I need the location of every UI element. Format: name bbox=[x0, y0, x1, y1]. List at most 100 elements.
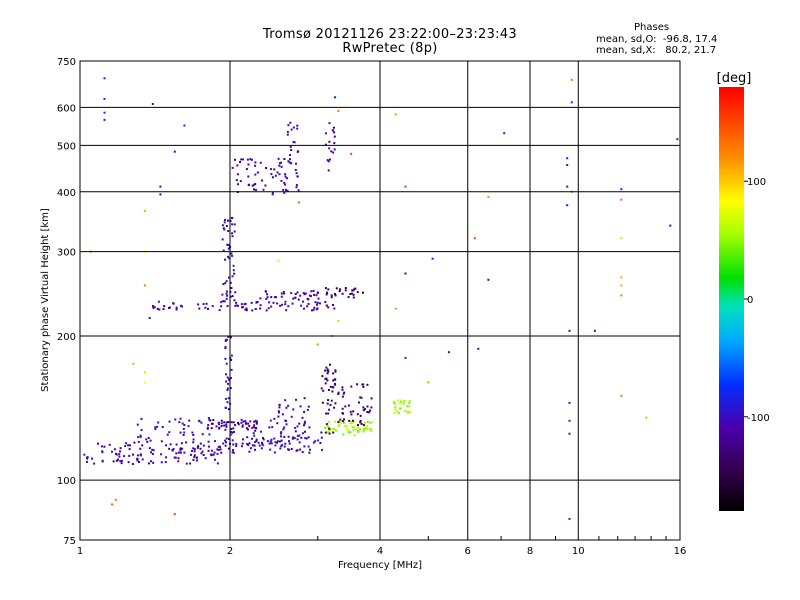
data-point bbox=[200, 452, 203, 455]
data-point bbox=[111, 450, 113, 453]
data-point bbox=[295, 186, 298, 189]
data-point bbox=[404, 272, 407, 275]
data-point bbox=[296, 175, 299, 178]
data-point bbox=[313, 306, 316, 309]
data-point bbox=[152, 306, 155, 309]
data-point bbox=[236, 164, 239, 167]
data-point bbox=[283, 182, 286, 184]
data-point bbox=[306, 305, 309, 308]
data-point bbox=[315, 294, 318, 297]
data-point bbox=[150, 451, 152, 454]
data-point bbox=[232, 443, 235, 446]
phase-stats-header: Phases bbox=[634, 22, 670, 33]
data-point bbox=[227, 230, 230, 232]
data-point bbox=[345, 428, 348, 431]
data-point bbox=[295, 184, 298, 187]
data-point bbox=[620, 188, 623, 191]
data-point bbox=[173, 150, 176, 153]
data-point bbox=[227, 244, 230, 247]
data-point bbox=[231, 275, 234, 278]
data-point bbox=[237, 422, 239, 424]
data-point bbox=[200, 421, 203, 424]
data-point bbox=[114, 448, 117, 451]
data-point bbox=[224, 218, 226, 221]
data-point bbox=[148, 447, 151, 450]
data-point bbox=[333, 142, 336, 145]
data-point bbox=[191, 431, 194, 434]
data-point bbox=[274, 441, 277, 444]
data-point bbox=[283, 292, 286, 295]
data-point bbox=[141, 458, 144, 461]
data-point bbox=[324, 301, 327, 303]
data-point bbox=[294, 293, 297, 295]
data-point bbox=[353, 426, 356, 429]
data-point bbox=[222, 249, 225, 252]
data-point bbox=[290, 415, 293, 418]
data-point bbox=[304, 437, 307, 440]
data-point bbox=[311, 309, 313, 312]
data-point bbox=[568, 401, 571, 404]
data-point bbox=[274, 174, 277, 177]
data-point bbox=[241, 425, 244, 428]
data-point bbox=[225, 362, 228, 365]
data-point bbox=[286, 130, 289, 133]
data-point bbox=[225, 421, 228, 424]
data-point bbox=[332, 151, 335, 154]
data-point bbox=[293, 141, 296, 144]
data-point bbox=[161, 426, 164, 428]
data-point bbox=[362, 409, 365, 412]
data-point bbox=[294, 169, 297, 171]
data-point bbox=[220, 419, 223, 422]
data-point bbox=[153, 306, 156, 309]
data-point bbox=[339, 288, 342, 291]
data-point bbox=[302, 300, 304, 303]
data-point bbox=[227, 382, 230, 385]
data-point bbox=[288, 442, 291, 445]
data-point bbox=[341, 386, 344, 389]
data-point bbox=[286, 189, 289, 192]
data-point bbox=[333, 307, 336, 310]
data-point bbox=[254, 164, 256, 167]
data-point bbox=[262, 188, 265, 191]
data-point bbox=[327, 306, 330, 309]
data-point bbox=[139, 447, 142, 450]
data-point bbox=[303, 422, 306, 425]
data-point bbox=[245, 168, 248, 170]
data-point bbox=[192, 458, 195, 461]
data-point bbox=[246, 436, 249, 439]
data-point bbox=[140, 417, 143, 420]
data-point bbox=[290, 149, 293, 151]
data-point bbox=[283, 158, 286, 160]
data-point bbox=[226, 305, 229, 307]
data-point bbox=[244, 302, 247, 305]
data-point bbox=[83, 453, 86, 456]
data-point bbox=[267, 307, 270, 310]
data-point bbox=[394, 113, 397, 116]
data-point bbox=[408, 400, 411, 402]
data-point bbox=[255, 438, 258, 441]
data-point bbox=[296, 434, 299, 437]
data-point bbox=[165, 444, 168, 447]
data-point bbox=[177, 460, 180, 463]
data-point bbox=[137, 440, 140, 443]
data-point bbox=[327, 288, 330, 291]
data-point bbox=[363, 428, 366, 431]
data-point bbox=[228, 379, 231, 382]
data-point bbox=[217, 448, 220, 451]
data-point bbox=[261, 441, 263, 444]
data-point bbox=[282, 428, 285, 431]
data-point bbox=[195, 459, 198, 462]
data-point bbox=[228, 257, 231, 260]
data-point bbox=[357, 426, 360, 429]
data-point bbox=[156, 425, 159, 428]
data-point bbox=[211, 305, 214, 307]
data-point bbox=[620, 276, 623, 279]
data-point bbox=[139, 434, 142, 437]
data-point bbox=[303, 307, 305, 310]
data-point bbox=[196, 446, 199, 449]
data-point bbox=[250, 158, 253, 161]
data-point bbox=[270, 442, 273, 445]
data-point bbox=[230, 252, 233, 255]
data-point bbox=[359, 428, 361, 431]
data-point bbox=[320, 387, 323, 390]
